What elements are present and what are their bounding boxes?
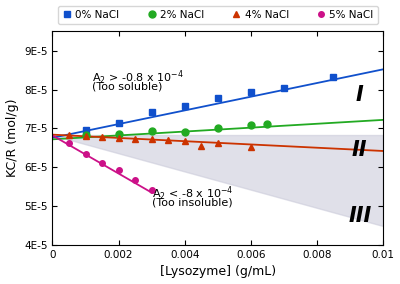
Y-axis label: KC/R (mol/g): KC/R (mol/g)	[6, 99, 18, 178]
Polygon shape	[52, 135, 383, 225]
Text: A$_2$ < -8 x 10$^{-4}$: A$_2$ < -8 x 10$^{-4}$	[152, 185, 233, 203]
Text: A$_2$ > -0.8 x 10$^{-4}$: A$_2$ > -0.8 x 10$^{-4}$	[92, 68, 184, 87]
Legend: 0% NaCl, 2% NaCl, 4% NaCl, 5% NaCl: 0% NaCl, 2% NaCl, 4% NaCl, 5% NaCl	[58, 6, 378, 24]
Text: (Too insoluble): (Too insoluble)	[152, 198, 232, 208]
X-axis label: [Lysozyme] (g/mL): [Lysozyme] (g/mL)	[160, 266, 276, 278]
Text: (Too soluble): (Too soluble)	[92, 82, 162, 92]
Text: I: I	[356, 85, 364, 105]
Text: III: III	[348, 206, 372, 226]
Text: II: II	[352, 140, 368, 160]
